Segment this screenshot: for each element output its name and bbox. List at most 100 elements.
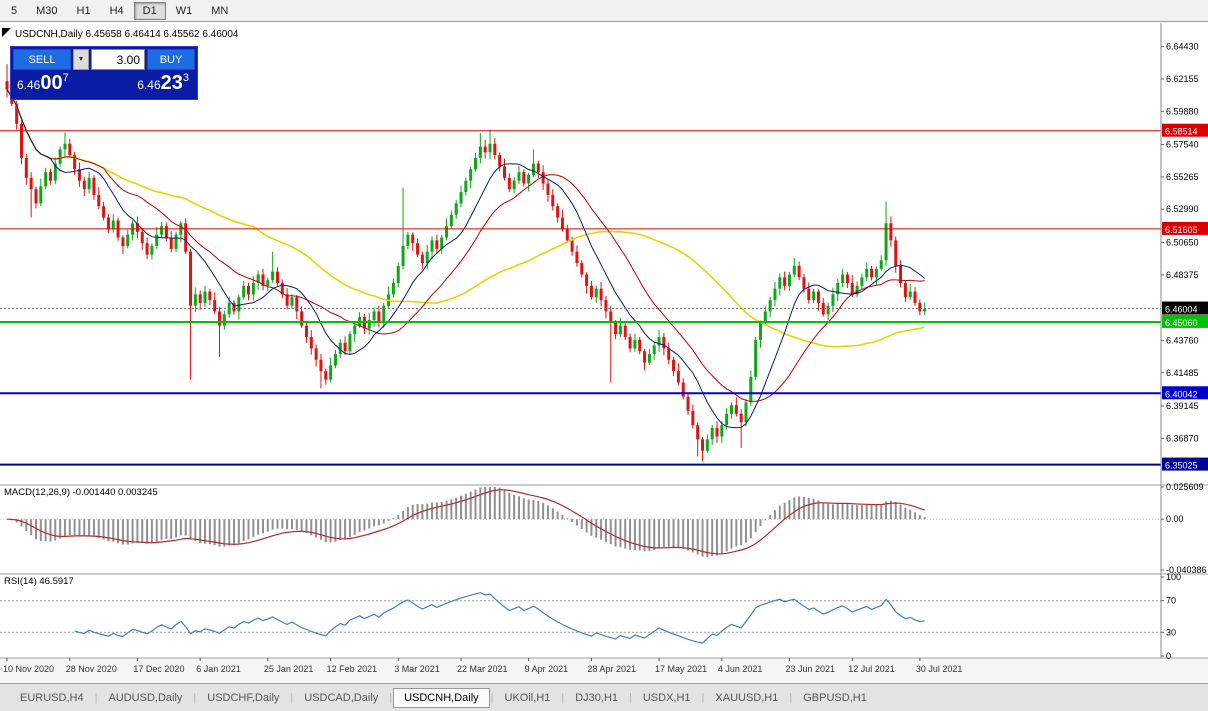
chart-tab-usdx-h1[interactable]: USDX,H1 <box>642 691 691 704</box>
buy-price-prefix: 6.46 <box>137 78 161 92</box>
price-axis-label: 6.43760 <box>1166 335 1199 345</box>
rsi-indicator-label: RSI(14) 46.5917 <box>4 576 74 587</box>
tab-separator: | <box>789 691 793 704</box>
timeframe-button-MN[interactable]: MN <box>211 4 229 17</box>
rsi-axis-label: 70 <box>1166 596 1176 606</box>
slow-ma-line <box>6 89 925 348</box>
price-axis-label: 6.62155 <box>1166 74 1199 84</box>
rsi-axis-label: 30 <box>1166 627 1176 637</box>
sell-button[interactable]: SELL <box>13 49 71 70</box>
fast-ma-line <box>6 89 926 429</box>
date-axis-label: 23 Jun 2021 <box>785 664 835 674</box>
price-badge <box>1162 221 1208 235</box>
sell-price-big: 00 <box>40 72 63 94</box>
price-axis-label: 6.57540 <box>1166 140 1199 150</box>
chart-tab-dj30-h1[interactable]: DJ30,H1 <box>575 691 618 704</box>
macd-axis-label: 0.00 <box>1166 514 1184 524</box>
volume-input[interactable] <box>91 49 145 70</box>
macd-signal-line <box>6 489 925 555</box>
date-axis-label: 17 May 2021 <box>655 664 707 674</box>
tab-separator: | <box>561 691 565 704</box>
price-axis-label: 6.36870 <box>1166 433 1199 443</box>
timeframe-button-H4[interactable]: H4 <box>109 4 124 17</box>
chart-tab-usdcad-daily[interactable]: USDCAD,Daily <box>304 691 379 704</box>
macd-histogram <box>10 487 926 558</box>
price-badge <box>1162 386 1208 400</box>
price-axis-label: 6.64430 <box>1166 42 1199 52</box>
buy-price: 6.46233 <box>137 72 189 94</box>
candles-layer <box>5 64 927 462</box>
price-axis-label: 6.41485 <box>1166 368 1199 378</box>
sell-price-prefix: 6.46 <box>17 78 41 92</box>
chart-tab-usdcnh-daily[interactable]: USDCNH,Daily <box>393 687 490 708</box>
date-axis-label: 3 Mar 2021 <box>394 664 440 674</box>
date-axis-label: 30 Jul 2021 <box>916 664 963 674</box>
price-axis-label: 6.59880 <box>1166 106 1199 116</box>
date-axis-label: 6 Jan 2021 <box>196 664 241 674</box>
price-badge <box>1162 314 1208 328</box>
date-axis-label: 17 Dec 2020 <box>133 664 184 674</box>
price-axis-label: 6.55265 <box>1166 172 1199 182</box>
price-badge-label: 6.51605 <box>1165 225 1198 235</box>
tab-separator: | <box>94 691 98 704</box>
date-axis-strip <box>0 659 1208 683</box>
chart-tabs-bar: EURUSD,H4 | AUDUSD,Daily | USDCHF,Daily | USDC… <box>0 683 1208 711</box>
rsi-axis-label: 100 <box>1166 572 1181 582</box>
price-badge <box>1162 123 1208 137</box>
timeframe-button-D1[interactable]: D1 <box>133 1 166 20</box>
date-axis-label: 22 Mar 2021 <box>457 664 508 674</box>
tab-separator: | <box>701 691 705 704</box>
price-badge <box>1162 301 1208 315</box>
chart-tab-xauusd-h1[interactable]: XAUUSD,H1 <box>715 691 779 704</box>
tab-separator: | <box>193 691 197 704</box>
chart-shift-icon[interactable] <box>2 28 11 37</box>
date-axis-label: 10 Nov 2020 <box>3 664 54 674</box>
price-axis-label: 6.39145 <box>1166 401 1199 411</box>
chevron-down-icon: ▼ <box>77 56 85 63</box>
chart-info-line: USDCNH,Daily 6.45658 6.46414 6.45562 6.4… <box>15 29 239 40</box>
price-axis-label: 6.50650 <box>1166 237 1199 247</box>
buy-price-sup: 3 <box>182 72 189 84</box>
date-axis-label: 4 Jun 2021 <box>718 664 763 674</box>
volume-dropdown-button[interactable]: ▼ <box>73 49 89 70</box>
price-badge-label: 6.40042 <box>1165 389 1198 399</box>
timeframe-button-M30[interactable]: M30 <box>36 4 58 17</box>
timeframe-button-W1[interactable]: W1 <box>175 4 193 17</box>
buy-button[interactable]: BUY <box>147 49 195 70</box>
date-axis-label: 25 Jan 2021 <box>264 664 314 674</box>
date-axis-label: 28 Apr 2021 <box>587 664 636 674</box>
date-axis-label: 28 Nov 2020 <box>66 664 117 674</box>
tab-separator: | <box>290 691 294 704</box>
sell-price: 6.46007 <box>17 72 69 94</box>
chart-tab-audusd-daily[interactable]: AUDUSD,Daily <box>108 691 183 704</box>
sell-price-sup: 7 <box>62 72 69 84</box>
buy-price-big: 23 <box>160 72 183 94</box>
chart-tab-usdchf-daily[interactable]: USDCHF,Daily <box>207 691 280 704</box>
timeframe-button-H1[interactable]: H1 <box>76 4 91 17</box>
chart-tab-gbpusd-h1[interactable]: GBPUSD,H1 <box>803 691 867 704</box>
chart-tab-ukoil-h1[interactable]: UKOil,H1 <box>504 691 551 704</box>
rsi-line <box>74 592 925 644</box>
price-badge-label: 6.58514 <box>1165 127 1198 137</box>
date-axis-label: 12 Jul 2021 <box>848 664 895 674</box>
price-badge-label: 6.35025 <box>1165 461 1198 471</box>
chart-tab-eurusd-h4[interactable]: EURUSD,H4 <box>20 691 84 704</box>
timeframe-button-5[interactable]: 5 <box>11 4 18 17</box>
tab-separator: | <box>389 691 393 704</box>
macd-axis-label: 0.025609 <box>1166 482 1204 492</box>
price-badge-label: 6.45060 <box>1165 318 1198 328</box>
price-badge-label: 6.46004 <box>1165 305 1198 315</box>
price-axis-label: 6.52990 <box>1166 204 1199 214</box>
one-click-trading-panel: SELL ▼ BUY 6.46007 6.46233 <box>10 46 198 100</box>
price-badge <box>1162 457 1208 471</box>
tab-separator: | <box>490 691 494 704</box>
macd-indicator-label: MACD(12,26,9) -0.001440 0.003245 <box>4 487 158 498</box>
date-axis-label: 12 Feb 2021 <box>327 664 378 674</box>
timeframe-toolbar: 5 M30 H1 H4 D1 W1 MN <box>0 0 1208 22</box>
price-axis-label: 6.48375 <box>1166 270 1199 280</box>
tab-separator: | <box>629 691 632 704</box>
date-axis-label: 9 Apr 2021 <box>525 664 569 674</box>
medium-ma-line <box>6 89 925 403</box>
